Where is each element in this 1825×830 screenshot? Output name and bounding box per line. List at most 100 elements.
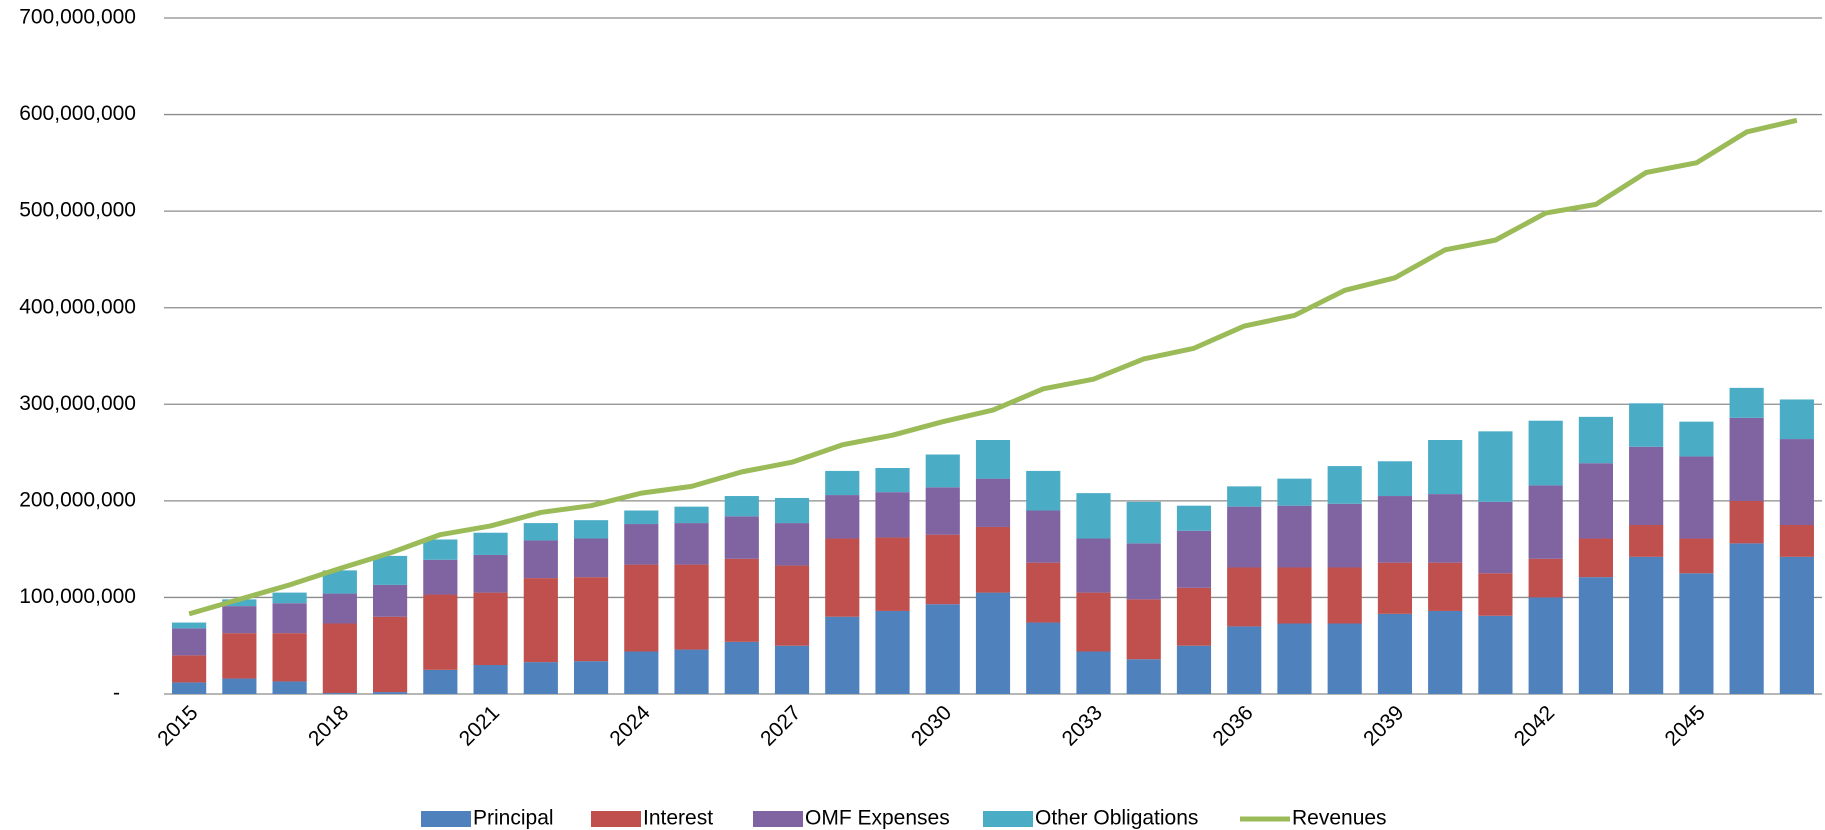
bar-segment	[1026, 510, 1061, 563]
bar-segment	[1026, 562, 1061, 623]
bar-segment	[1126, 599, 1161, 660]
bar-segment	[222, 606, 257, 634]
bar-segment	[975, 440, 1011, 479]
bar-segment	[1227, 506, 1262, 568]
bar-segment	[172, 682, 207, 694]
bar-segment	[1679, 421, 1714, 457]
bar-segment	[1578, 577, 1613, 694]
bar-segment	[1629, 556, 1664, 694]
bar-segment	[1779, 556, 1814, 694]
bar-segment	[925, 604, 960, 694]
bar-segment	[1277, 623, 1312, 694]
bar-segment	[1629, 525, 1664, 557]
bar-segment	[1327, 623, 1362, 694]
bar-segment	[1126, 501, 1161, 544]
bar-segment	[573, 520, 609, 539]
bar-segment	[1729, 543, 1764, 694]
y-tick-label: 300,000,000	[19, 392, 136, 415]
bar-segment	[322, 693, 357, 694]
legend-label: Revenues	[1292, 807, 1387, 830]
legend-label: Interest	[643, 807, 713, 830]
bar-segment	[523, 540, 558, 579]
bar-segment	[423, 539, 458, 560]
line-series	[188, 117, 1798, 617]
x-tick-label: 2021	[455, 701, 504, 750]
y-tick-label: 100,000,000	[19, 585, 136, 608]
bar-segment	[724, 641, 759, 694]
bar-segment	[825, 538, 860, 617]
y-tick-label: 400,000,000	[19, 295, 136, 318]
bar-segment	[473, 592, 508, 666]
bar-segment	[423, 559, 458, 595]
legend-swatch	[983, 811, 1033, 827]
x-tick-label: 2045	[1661, 701, 1710, 750]
bar-segment	[774, 497, 810, 524]
bar-segment	[1428, 494, 1463, 563]
bar-segment	[1327, 466, 1362, 504]
bar-segment	[1227, 567, 1262, 627]
x-tick-label: 2042	[1510, 701, 1559, 750]
bar-segment	[1779, 399, 1814, 440]
bar-segment	[573, 661, 609, 694]
bar-segment	[875, 468, 910, 493]
bar-segment	[975, 592, 1011, 694]
bar-segment	[724, 516, 759, 559]
bar-segment	[774, 645, 810, 694]
bar-segment	[1679, 538, 1714, 574]
bar-segment	[1277, 567, 1312, 624]
bar-segment	[523, 523, 558, 541]
bar-segment	[624, 564, 659, 652]
bar-segment	[1428, 562, 1463, 611]
bar-segment	[1377, 562, 1413, 614]
bar-segment	[975, 526, 1011, 593]
bar-segment	[222, 678, 257, 694]
bar-segment	[1277, 505, 1312, 568]
y-tick-label: 700,000,000	[19, 6, 136, 29]
bar-segment	[1377, 461, 1413, 497]
bar-segment	[172, 622, 207, 629]
bar-segment	[373, 616, 408, 693]
bar-segment	[1478, 431, 1513, 502]
bar-segment	[875, 610, 910, 694]
bar-segment	[1126, 543, 1161, 600]
legend-label: Other Obligations	[1035, 807, 1198, 830]
bar-segment	[925, 454, 960, 488]
bar-segment	[674, 649, 709, 694]
bar-segment	[1176, 645, 1212, 694]
bar-segment	[1679, 573, 1714, 694]
bar-segment	[1779, 525, 1814, 557]
bar-segment	[573, 538, 609, 578]
bar-segment	[322, 593, 357, 624]
x-tick-label: 2018	[304, 701, 353, 750]
x-tick-label: 2015	[153, 701, 202, 750]
bar-segment	[523, 578, 558, 663]
bar-segment	[1026, 470, 1061, 511]
bar-segment	[1026, 622, 1061, 694]
y-tick-label: 500,000,000	[19, 199, 136, 222]
bar-segment	[1076, 651, 1111, 694]
bar-segment	[1478, 615, 1513, 694]
x-tick-label: 2036	[1208, 701, 1257, 750]
bar-segment	[1277, 478, 1312, 506]
bar-segment	[1578, 416, 1613, 464]
bar-segment	[1578, 538, 1613, 578]
bar-segment	[1176, 530, 1212, 588]
bar-segment	[1377, 613, 1413, 694]
bar-segment	[1779, 439, 1814, 525]
bar-segment	[1478, 573, 1513, 616]
bar-segment	[674, 523, 709, 565]
bar-segment	[724, 496, 759, 517]
bar-segment	[172, 655, 207, 683]
legend-label: OMF Expenses	[805, 807, 950, 830]
bar-segment	[573, 577, 609, 662]
legend-label: Principal	[473, 807, 554, 830]
x-tick-label: 2024	[605, 701, 655, 751]
x-tick-label: 2033	[1058, 701, 1107, 750]
bar-segment	[724, 558, 759, 642]
bar-segment	[1327, 567, 1362, 624]
bar-segment	[1076, 493, 1111, 539]
bar-segment	[925, 487, 960, 535]
bar-segment	[473, 665, 508, 694]
bar-segment	[1227, 626, 1262, 694]
